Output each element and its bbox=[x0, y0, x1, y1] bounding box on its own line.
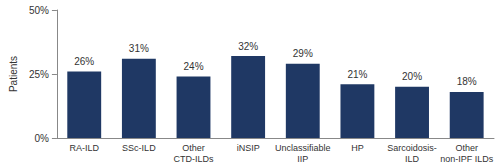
svg-text:SSc-ILD: SSc-ILD bbox=[122, 143, 156, 153]
svg-text:non-IPF ILDs: non-IPF ILDs bbox=[440, 154, 494, 164]
svg-text:ILD: ILD bbox=[405, 154, 420, 164]
svg-text:RA-ILD: RA-ILD bbox=[69, 143, 99, 153]
svg-text:32%: 32% bbox=[238, 41, 258, 52]
svg-text:29%: 29% bbox=[293, 48, 313, 59]
svg-text:CTD-ILDs: CTD-ILDs bbox=[174, 154, 214, 164]
svg-text:31%: 31% bbox=[129, 43, 149, 54]
svg-text:26%: 26% bbox=[74, 56, 94, 67]
svg-text:0%: 0% bbox=[34, 133, 49, 144]
svg-text:21%: 21% bbox=[347, 69, 367, 80]
svg-text:Patients: Patients bbox=[8, 56, 19, 92]
svg-text:50%: 50% bbox=[29, 5, 49, 16]
svg-text:HP: HP bbox=[351, 143, 364, 153]
svg-text:Sarcoidosis-: Sarcoidosis- bbox=[387, 143, 437, 153]
svg-text:18%: 18% bbox=[457, 76, 477, 87]
svg-text:Other: Other bbox=[182, 143, 205, 153]
svg-text:Unclassifiable: Unclassifiable bbox=[275, 143, 331, 153]
svg-text:20%: 20% bbox=[402, 71, 422, 82]
svg-text:IIP: IIP bbox=[297, 154, 308, 164]
svg-text:24%: 24% bbox=[183, 61, 203, 72]
svg-text:25%: 25% bbox=[29, 69, 49, 80]
svg-text:Other: Other bbox=[455, 143, 478, 153]
svg-text:iNSIP: iNSIP bbox=[237, 143, 260, 153]
